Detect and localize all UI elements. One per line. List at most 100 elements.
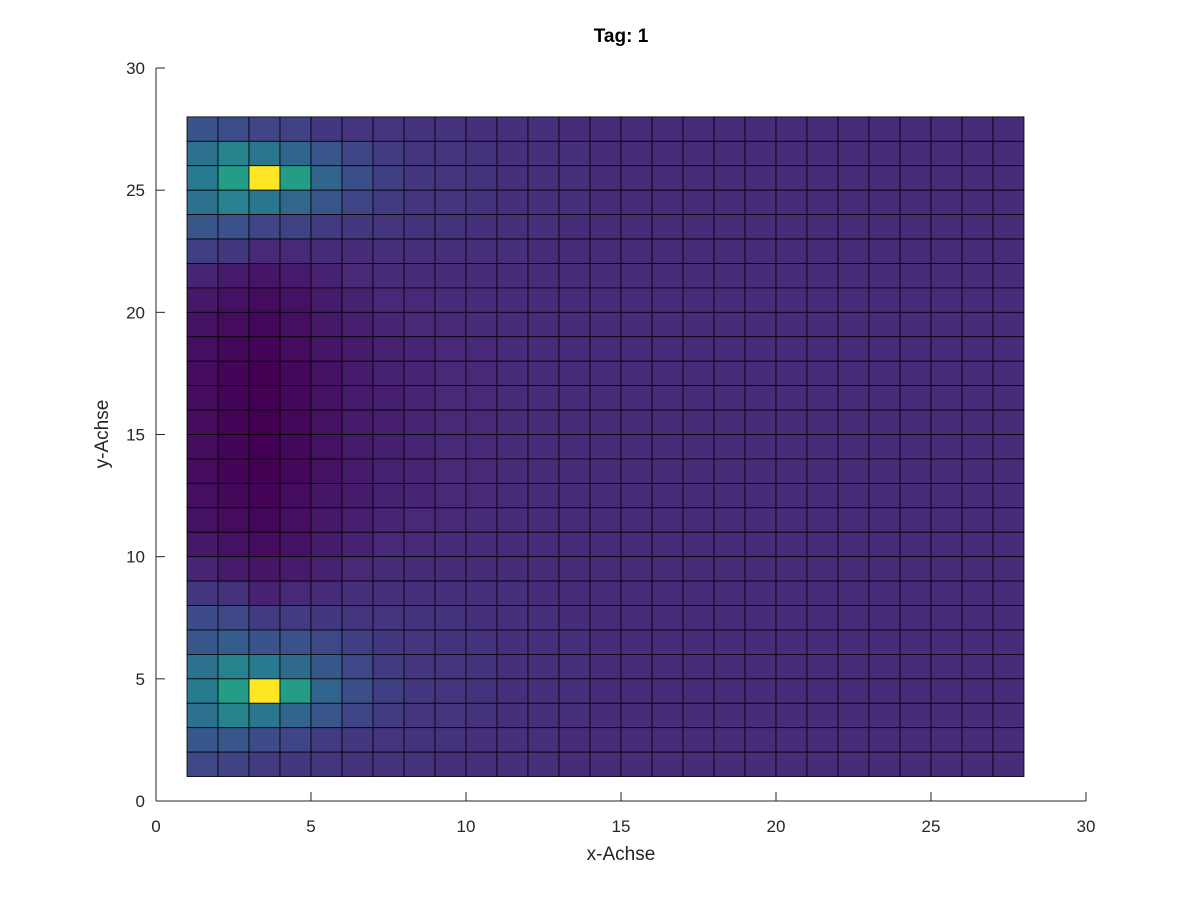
heatmap-cell <box>558 629 591 655</box>
heatmap-cell <box>527 605 560 631</box>
heatmap-cell <box>434 482 467 509</box>
heatmap-cell <box>589 531 622 558</box>
heatmap-cell <box>279 458 312 484</box>
heatmap-cell <box>744 287 777 313</box>
heatmap-cell <box>775 434 808 460</box>
heatmap-cell <box>806 238 839 264</box>
y-tick-label: 5 <box>136 670 145 689</box>
heatmap-cell <box>620 336 653 362</box>
heatmap-cell <box>620 238 653 264</box>
heatmap-cell <box>744 482 777 509</box>
heatmap-cell <box>248 654 281 680</box>
heatmap-cell <box>496 580 529 606</box>
heatmap-cell <box>713 727 746 753</box>
heatmap-cell <box>341 238 374 264</box>
heatmap-cell <box>310 678 343 704</box>
heatmap-cell <box>868 360 901 387</box>
heatmap-cell <box>651 116 684 142</box>
heatmap-cell <box>279 482 312 509</box>
heatmap-cell <box>899 311 932 338</box>
heatmap-cell <box>651 580 684 606</box>
heatmap-cell <box>806 629 839 655</box>
heatmap-cell <box>589 556 622 582</box>
heatmap-cell <box>279 654 312 680</box>
heatmap-cell <box>620 580 653 606</box>
heatmap-cell <box>992 116 1025 142</box>
heatmap-cell <box>558 678 591 704</box>
heatmap-cell <box>713 678 746 704</box>
heatmap-cell <box>961 482 994 509</box>
heatmap-cell <box>403 531 436 558</box>
heatmap-cell <box>403 702 436 729</box>
heatmap-cell <box>372 580 405 606</box>
heatmap-cell <box>341 556 374 582</box>
heatmap-cell <box>992 385 1025 411</box>
heatmap-cell <box>558 458 591 484</box>
heatmap-cell <box>496 116 529 142</box>
heatmap-cell <box>837 214 870 240</box>
heatmap-cell <box>775 336 808 362</box>
heatmap-cell <box>930 580 963 606</box>
heatmap-cell <box>961 727 994 753</box>
heatmap-cell <box>403 458 436 484</box>
heatmap-cell <box>310 629 343 655</box>
heatmap-cell <box>186 385 219 411</box>
heatmap-cell <box>403 507 436 533</box>
heatmap-cell <box>341 140 374 167</box>
x-axis-label: x-Achse <box>587 844 656 865</box>
heatmap-cell <box>651 702 684 729</box>
heatmap-cell <box>372 654 405 680</box>
x-ticks: 0 5 10 15 20 25 30 <box>151 792 1095 836</box>
heatmap-cell <box>341 165 374 191</box>
heatmap-cell <box>527 482 560 509</box>
heatmap-cell <box>775 385 808 411</box>
heatmap-cell <box>496 165 529 191</box>
heatmap-cell <box>527 189 560 215</box>
heatmap-cell <box>279 605 312 631</box>
heatmap-cell <box>651 605 684 631</box>
heatmap-cell <box>527 629 560 655</box>
heatmap-cell <box>837 556 870 582</box>
heatmap-cell <box>837 385 870 411</box>
heatmap-cell <box>496 409 529 435</box>
heatmap-cell <box>775 751 808 777</box>
heatmap-cell <box>899 654 932 680</box>
heatmap-cell <box>744 678 777 704</box>
heatmap-cell <box>434 434 467 460</box>
heatmap-cell <box>186 580 219 606</box>
heatmap-cell <box>372 678 405 704</box>
heatmap-cell <box>651 751 684 777</box>
heatmap-cell <box>403 165 436 191</box>
heatmap-cell <box>248 556 281 582</box>
heatmap-cell <box>248 678 281 704</box>
heatmap-cell <box>465 434 498 460</box>
heatmap-cell <box>558 702 591 729</box>
heatmap-cell <box>930 116 963 142</box>
heatmap-cell <box>961 580 994 606</box>
heatmap-cell <box>341 482 374 509</box>
heatmap-cell <box>899 458 932 484</box>
heatmap-cell <box>310 458 343 484</box>
heatmap-cell <box>403 605 436 631</box>
heatmap-cell <box>682 385 715 411</box>
heatmap-cell <box>899 189 932 215</box>
heatmap-cell <box>961 678 994 704</box>
heatmap-cell <box>651 629 684 655</box>
heatmap-cell <box>806 702 839 729</box>
heatmap-cell <box>248 507 281 533</box>
heatmap-cell <box>186 507 219 533</box>
heatmap-cell <box>930 336 963 362</box>
heatmap-cell <box>775 580 808 606</box>
heatmap-cell <box>930 189 963 215</box>
heatmap-cell <box>620 458 653 484</box>
heatmap-cell <box>372 116 405 142</box>
heatmap-cell <box>806 482 839 509</box>
heatmap-cell <box>930 360 963 387</box>
heatmap-cell <box>713 751 746 777</box>
heatmap-cell <box>899 336 932 362</box>
heatmap-cell <box>930 311 963 338</box>
heatmap-cell <box>527 434 560 460</box>
heatmap-cell <box>806 654 839 680</box>
heatmap-cell <box>403 287 436 313</box>
